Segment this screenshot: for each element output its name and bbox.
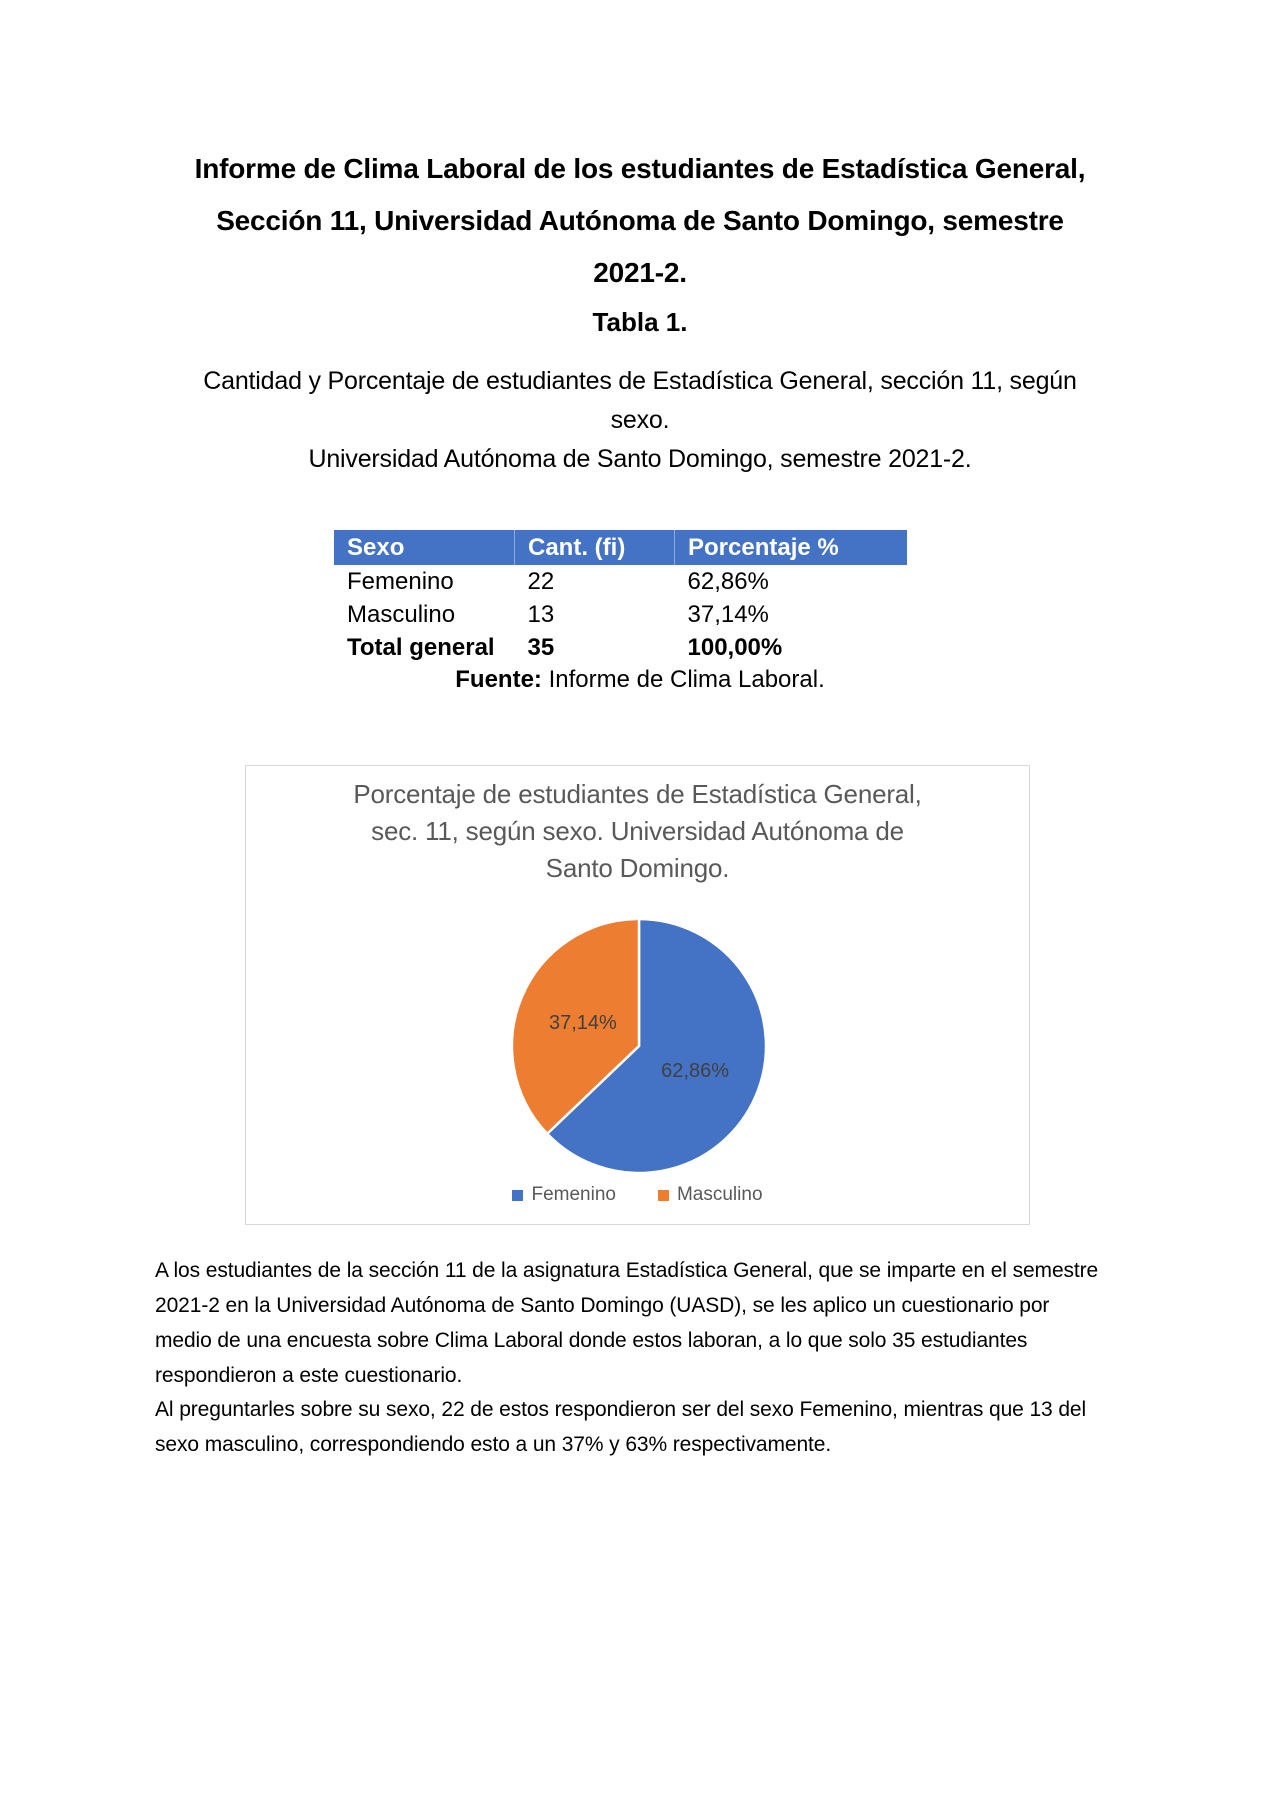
body-paragraph-2: Al preguntarles sobre su sexo, 22 de est… [155, 1392, 1086, 1462]
table-cell: 13 [527, 600, 555, 628]
legend-swatch-icon [657, 1189, 669, 1201]
table-caption: Cantidad y Porcentaje de estudiantes de … [0, 362, 1280, 479]
legend-swatch-icon [512, 1189, 524, 1201]
table-row: Total general 35 100,00% [334, 631, 907, 664]
paragraph-line: 2021-2 en la Universidad Autónoma de San… [155, 1294, 1050, 1317]
table-caption-line: sexo. [610, 406, 670, 434]
legend-item-masculino: Masculino [657, 1184, 763, 1206]
paragraph-line: sexo masculino, correspondiendo esto a u… [155, 1433, 832, 1456]
paragraph-line: medio de una encuesta sobre Clima Labora… [155, 1329, 1028, 1352]
legend-label: Masculino [676, 1184, 763, 1205]
table-cell: 62,86% [687, 567, 769, 595]
table-source-note: Fuente: Informe de Clima Laboral. [0, 666, 1280, 694]
document-title-line: 2021-2. [593, 257, 687, 288]
header-cell-2: Porcentaje % [674, 530, 907, 565]
document-title-line: Informe de Clima Laboral de los estudian… [194, 153, 1086, 184]
document-title: Informe de Clima Laboral de los estudian… [0, 143, 1280, 299]
pie-slice-masculino [510, 917, 641, 1136]
paragraph-line: Al preguntarles sobre su sexo, 22 de est… [155, 1398, 1087, 1421]
chart-legend: Femenino Masculino [246, 1184, 1029, 1206]
body-paragraph-1: A los estudiantes de la sección 11 de la… [155, 1253, 1098, 1393]
pie-data-label: 62,86% [661, 1060, 729, 1082]
header-cell-0: Sexo [334, 530, 515, 565]
pie-chart-svg: 62,86% 37,14% [510, 917, 768, 1175]
table-body: Femenino 22 62,86% Masculino 13 37,14% Total g… [334, 565, 907, 664]
legend-item-femenino: Femenino [512, 1184, 616, 1206]
chart-title: Porcentaje de estudiantes de Estadística… [246, 776, 1029, 887]
pie-chart-container: Porcentaje de estudiantes de Estadística… [245, 765, 1030, 1225]
table-cell: Masculino [347, 600, 456, 628]
table-number-heading: Tabla 1. [592, 307, 688, 337]
legend-label: Femenino [531, 1184, 616, 1205]
paragraph-line: A los estudiantes de la sección 11 de la… [155, 1259, 1099, 1282]
table-cell: 22 [527, 567, 555, 595]
table-cell: 35 [527, 633, 555, 661]
table-cell: 37,14% [687, 600, 769, 628]
header-cell-1: Cant. (fi) [514, 530, 675, 565]
table-cell: 100,00% [687, 633, 783, 661]
table-row: Femenino 22 62,86% [334, 565, 907, 598]
source-label: Fuente: [455, 666, 542, 693]
table-cell: Femenino [347, 567, 454, 595]
pie-slice-femenino [545, 917, 768, 1175]
table-row: Masculino 13 37,14% [334, 598, 907, 631]
document-title-line: Sección 11, Universidad Autónoma de Sant… [216, 205, 1064, 236]
chart-title-line: Santo Domingo. [545, 853, 730, 883]
chart-title-line: Porcentaje de estudiantes de Estadística… [353, 779, 922, 809]
table-caption-line: Cantidad y Porcentaje de estudiantes de … [203, 367, 1077, 395]
table-header-row: Sexo Cant. (fi) Porcentaje % [334, 530, 907, 565]
table-caption-line: Universidad Autónoma de Santo Domingo, s… [308, 445, 972, 473]
paragraph-line: respondieron a este cuestionario. [155, 1364, 463, 1387]
chart-title-line: sec. 11, según sexo. Universidad Autónom… [371, 816, 904, 846]
source-text: Informe de Clima Laboral. [541, 666, 825, 693]
table-cell: Total general [347, 633, 495, 661]
sexo-frequency-table: Sexo Cant. (fi) Porcentaje % Femenino 22 62,… [334, 530, 907, 664]
pie-data-label: 37,14% [549, 1012, 617, 1034]
